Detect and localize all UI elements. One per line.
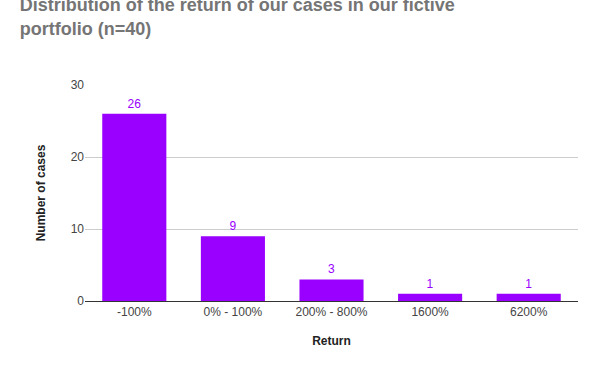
svg-text:26: 26	[127, 97, 141, 111]
svg-text:-100%: -100%	[117, 305, 152, 319]
svg-text:6200%: 6200%	[510, 305, 548, 319]
svg-text:1: 1	[427, 277, 434, 291]
svg-text:0: 0	[77, 294, 84, 308]
svg-text:0% - 100%: 0% - 100%	[204, 305, 263, 319]
svg-text:Distribution of the return of: Distribution of the return of our cases …	[20, 0, 455, 39]
svg-text:10: 10	[71, 222, 85, 236]
svg-text:1: 1	[525, 277, 532, 291]
svg-text:Number of cases: Number of cases	[34, 144, 48, 241]
svg-text:3: 3	[328, 262, 335, 276]
svg-text:30: 30	[71, 78, 85, 92]
svg-text:9: 9	[229, 219, 236, 233]
svg-text:200% - 800%: 200% - 800%	[295, 305, 367, 319]
svg-text:Return: Return	[312, 334, 351, 348]
svg-text:1600%: 1600%	[411, 305, 449, 319]
svg-text:20: 20	[71, 150, 85, 164]
